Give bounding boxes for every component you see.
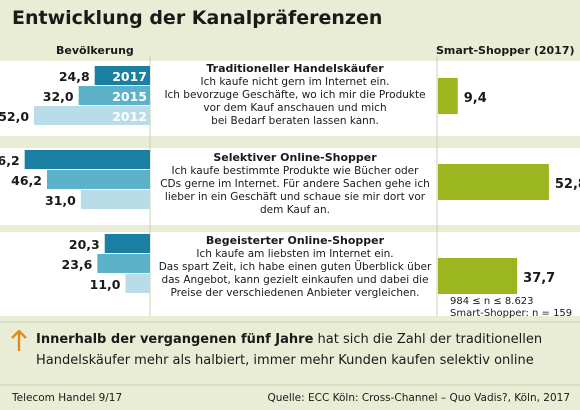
value-label-selective-2015: 46,2	[11, 173, 42, 188]
smart-bar-traditional	[438, 78, 458, 114]
smart-bar-selective	[438, 164, 549, 200]
publication-credit: Telecom Handel 9/17	[12, 392, 123, 404]
bar-selective-2015	[46, 170, 150, 189]
smart-value-enthusiastic: 37,7	[523, 271, 555, 286]
summary-text: Innerhalb der vergangenen fünf Jahre hat…	[36, 329, 572, 371]
bar-traditional-2012	[34, 106, 150, 125]
smart-shopper-heading: Smart-Shopper (2017)	[436, 44, 575, 57]
bar-traditional-2017	[94, 66, 150, 85]
sample-size-note: 984 ≤ n ≤ 8.623 Smart-Shopper: n = 159	[450, 296, 573, 319]
value-label-selective-2017: 56,2	[0, 153, 20, 168]
bar-enthusiastic-2017	[104, 234, 150, 253]
segment-desc-traditional: Ich kaufe nicht gern im Internet ein. Ich…	[164, 76, 426, 127]
smart-bar-enthusiastic	[438, 258, 518, 294]
smart-value-traditional: 9,4	[464, 91, 487, 106]
segment-desc-enthusiastic: Ich kaufe am liebsten im Internet ein. Da…	[158, 248, 432, 299]
segment-desc-selective: Ich kaufe bestimmte Produkte wie Bücher …	[160, 165, 430, 216]
year-label-2012: 2012	[112, 109, 147, 124]
bar-selective-2012	[80, 190, 150, 209]
value-label-enthusiastic-2012: 11,0	[90, 277, 121, 292]
value-label-enthusiastic-2017: 20,3	[69, 237, 100, 252]
value-label-selective-2012: 31,0	[45, 193, 76, 208]
value-label-enthusiastic-2015: 23,6	[62, 257, 93, 272]
summary-rest: hat sich die Zahl der traditionellen Han…	[36, 332, 543, 368]
source-credit: Quelle: ECC Köln: Cross-Channel – Quo Va…	[267, 392, 570, 404]
smart-value-selective: 52,8	[555, 177, 580, 192]
value-label-traditional-2015: 32,0	[43, 89, 74, 104]
segment-title-enthusiastic: Begeisterter Online-Shopper	[205, 234, 385, 247]
bar-enthusiastic-2012	[125, 274, 150, 293]
bar-selective-2017	[24, 150, 151, 169]
page-title: Entwicklung der Kanalpräferenzen	[12, 7, 383, 29]
year-label-2015: 2015	[112, 89, 147, 104]
bar-traditional-2015	[78, 86, 150, 105]
year-label-2017: 2017	[112, 69, 147, 84]
value-label-traditional-2012: 52,0	[0, 109, 29, 124]
value-label-traditional-2017: 24,8	[59, 69, 90, 84]
summary-bold: Innerhalb der vergangenen fünf Jahre	[36, 332, 314, 347]
bar-enthusiastic-2015	[97, 254, 150, 273]
segment-title-selective: Selektiver Online-Shopper	[213, 151, 377, 164]
arrow-up-icon	[11, 330, 27, 351]
segment-title-traditional: Traditioneller Handelskäufer	[206, 62, 384, 75]
population-heading: Bevölkerung	[56, 44, 134, 57]
